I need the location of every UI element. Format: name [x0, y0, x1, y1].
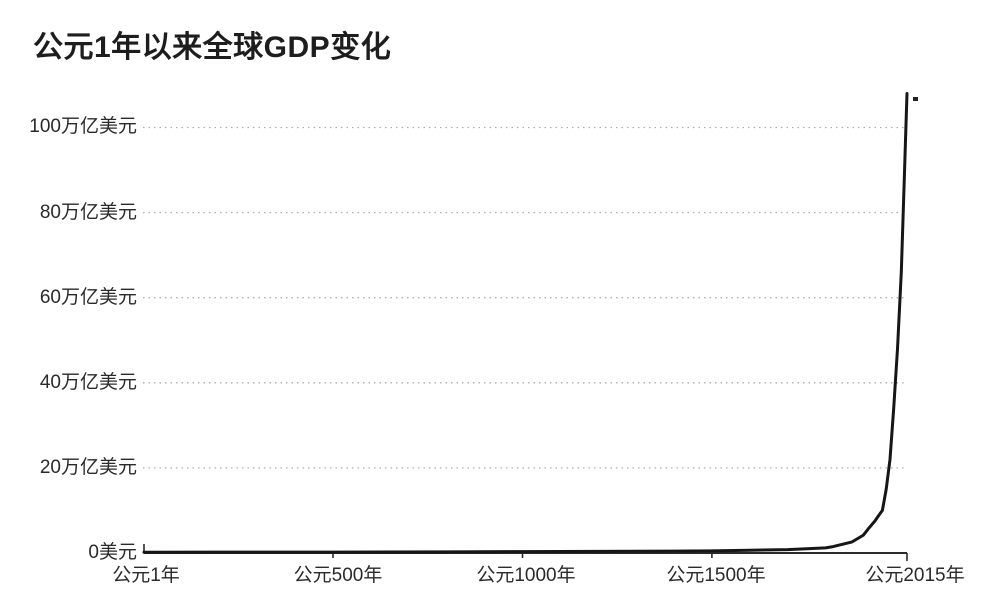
y-tick-label-80: 80万亿美元	[39, 202, 137, 223]
x-tick-label-year1: 公元1年	[112, 565, 180, 586]
chart-title: 公元1年以来全球GDP变化	[33, 31, 392, 64]
x-tick-label-year1500: 公元1500年	[666, 565, 766, 586]
y-tick-label-0: 0美元	[88, 542, 137, 563]
x-tick-label-year2015: 公元2015年	[865, 565, 965, 586]
x-tick-label-year1000: 公元1000年	[476, 565, 576, 586]
y-tick-label-100: 100万亿美元	[29, 116, 137, 137]
gdp-line-series	[142, 92, 909, 554]
y-tick-label-60: 60万亿美元	[39, 287, 137, 308]
y-tick-label-20: 20万亿美元	[39, 457, 137, 478]
x-tick-label-year500: 公元500年	[293, 565, 383, 586]
scan-artifact-dot	[913, 97, 918, 101]
y-tick-label-40: 40万亿美元	[39, 372, 137, 393]
